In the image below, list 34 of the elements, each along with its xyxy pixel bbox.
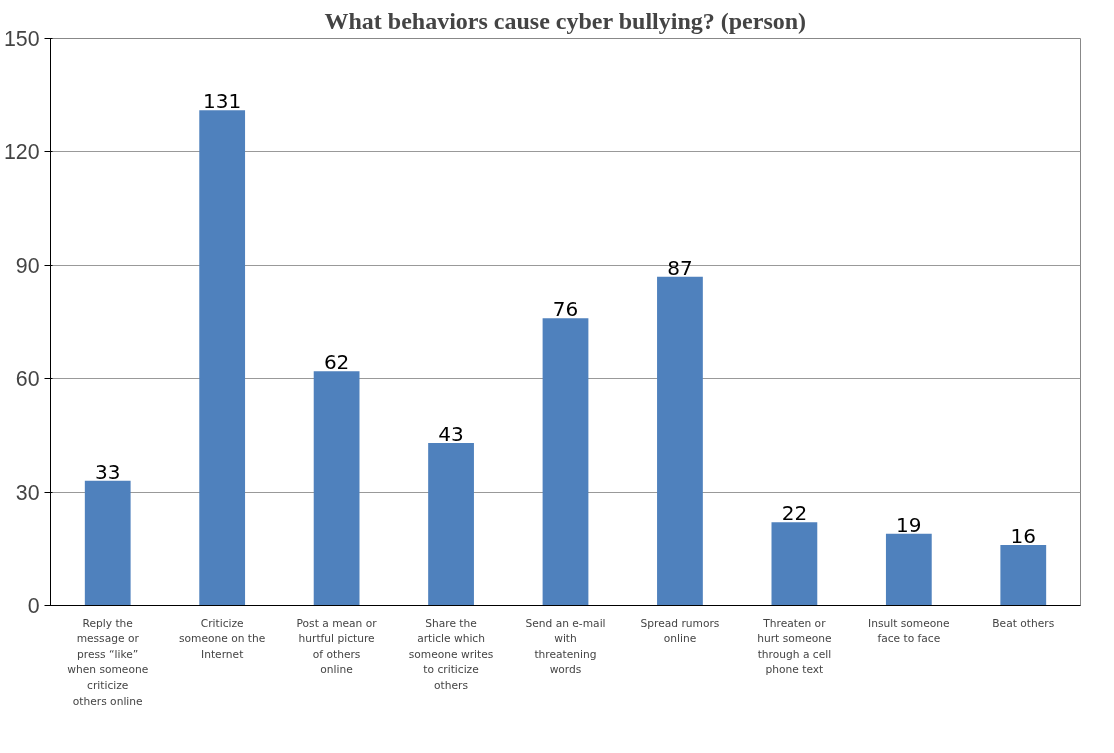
bar: [885, 533, 932, 606]
data-label: 16: [1010, 524, 1037, 549]
x-tick-label: Send an e-mail with threatening words: [525, 616, 606, 677]
bar: [1000, 545, 1047, 606]
bar: [771, 522, 818, 606]
y-tick-label: 60: [15, 367, 40, 392]
bar: [542, 318, 589, 606]
x-tick-label: Insult someone face to face: [868, 616, 950, 646]
data-label: 19: [896, 512, 922, 537]
chart-title: What behaviors cause cyber bullying? (person): [324, 7, 807, 34]
x-tick-label: Post a mean or hurtful picture of others online: [296, 616, 378, 677]
bar: [657, 276, 703, 606]
data-label: 87: [667, 255, 693, 280]
y-tick-label: 0: [27, 594, 40, 618]
x-tick-label: Spread rumors online: [640, 616, 720, 646]
y-tick-label: 30: [15, 480, 40, 505]
data-label: 76: [552, 297, 579, 322]
y-tick-label: 90: [15, 253, 40, 278]
bar: [313, 371, 360, 606]
x-tick-label: Reply the message or press “like” when someone criticize others online: [67, 616, 149, 708]
bar: [199, 110, 246, 606]
data-label: 62: [323, 350, 350, 375]
x-tick-label: Criticize someone on the Internet: [178, 616, 266, 661]
data-label: 131: [203, 89, 242, 114]
x-tick-label: Share the article which someone writes to criticize others: [408, 616, 494, 692]
data-label: 43: [438, 421, 464, 446]
x-tick-label: Threaten or hurt someone through a cell phone text: [757, 616, 832, 677]
x-tick-label: Beat others: [992, 616, 1055, 630]
data-label: 22: [781, 501, 808, 526]
y-tick-label: 150: [3, 27, 40, 51]
bar: [428, 442, 474, 606]
bar: [84, 480, 131, 606]
y-tick-label: 120: [3, 140, 40, 165]
data-label: 33: [95, 459, 121, 484]
